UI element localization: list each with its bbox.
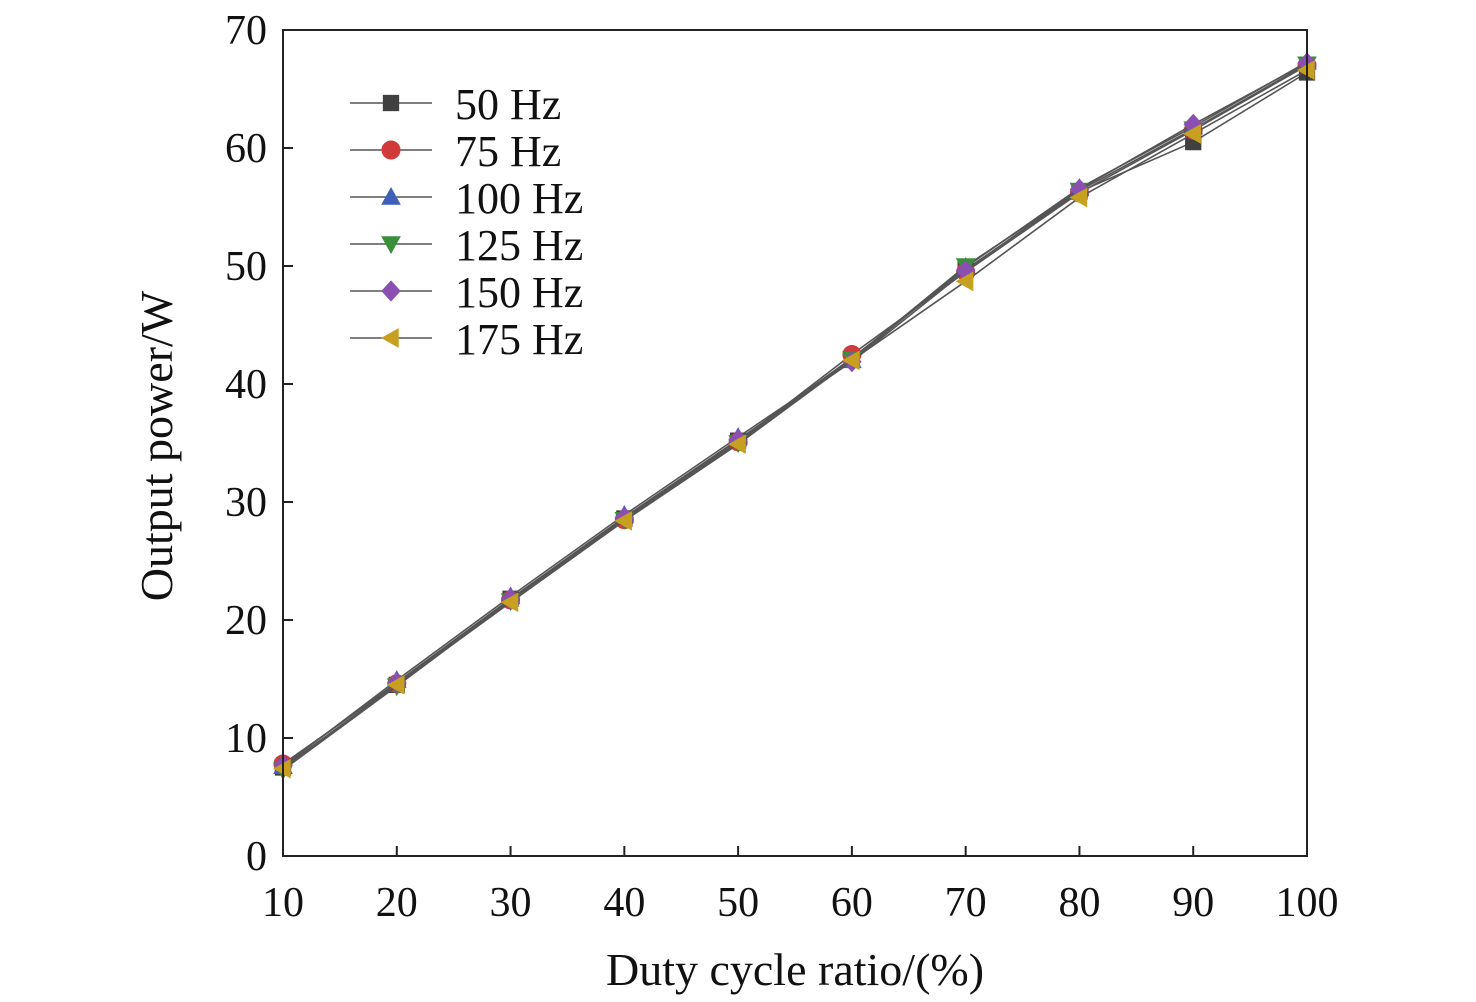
y-tick-label: 40 [225, 362, 267, 408]
series-50-hz [274, 64, 1316, 776]
x-tick-label: 30 [490, 880, 532, 926]
series-line [282, 63, 1308, 771]
x-axis-title: Duty cycle ratio/(%) [606, 944, 984, 995]
series-line [282, 61, 1308, 767]
legend-label: 125 Hz [455, 221, 583, 270]
legend-marker [381, 140, 401, 160]
data-point [728, 434, 746, 455]
legend-entry: 125 Hz [350, 221, 583, 270]
series-layer [272, 51, 1317, 780]
y-tick-label: 10 [225, 716, 267, 762]
x-tick-label: 100 [1276, 880, 1339, 926]
x-tick-label: 80 [1058, 880, 1100, 926]
legend-marker [381, 236, 401, 255]
legend-label: 175 Hz [455, 315, 583, 364]
y-tick-label: 60 [225, 126, 267, 172]
data-point [1183, 123, 1201, 144]
data-point [841, 350, 860, 371]
y-tick-label: 50 [225, 244, 267, 290]
legend-label: 100 Hz [455, 174, 583, 223]
y-axis-title: Output power/W [131, 290, 182, 601]
legend-entry: 100 Hz [350, 174, 583, 223]
data-point [1069, 187, 1088, 208]
legend-marker [382, 94, 400, 112]
legend-entry: 150 Hz [350, 268, 583, 317]
x-tick-label: 70 [945, 880, 987, 926]
x-tick-label: 20 [376, 880, 418, 926]
series-line [282, 62, 1308, 766]
y-tick-label: 30 [225, 480, 267, 526]
y-tick-label: 70 [225, 8, 267, 54]
series-75-hz [273, 55, 1317, 774]
series-line [282, 69, 1308, 770]
plot-frame [282, 29, 1308, 857]
x-tick-label: 60 [831, 880, 873, 926]
legend-entry: 50 Hz [350, 80, 561, 129]
legend-label: 150 Hz [455, 268, 583, 317]
series-175-hz [272, 60, 1315, 779]
series-150-hz [273, 52, 1317, 776]
x-tick-label: 50 [717, 880, 759, 926]
data-point [386, 675, 405, 695]
data-point [614, 511, 633, 531]
data-point [955, 271, 974, 292]
legend-label: 75 Hz [455, 127, 561, 176]
series-125-hz [273, 56, 1317, 780]
y-tick-label: 0 [246, 834, 267, 880]
legend-marker [381, 186, 401, 205]
series-line [282, 71, 1308, 769]
x-tick-label: 40 [603, 880, 645, 926]
legend-entry: 75 Hz [350, 127, 561, 176]
data-point [500, 592, 519, 613]
series-100-hz [273, 51, 1317, 775]
legend-marker [380, 328, 399, 348]
legend-label: 50 Hz [455, 80, 561, 129]
series-line [282, 64, 1308, 765]
legend-entry: 175 Hz [350, 315, 583, 364]
x-tick-label: 10 [262, 880, 304, 926]
y-tick-label: 20 [225, 598, 267, 644]
legend-marker [381, 280, 401, 302]
x-tick-label: 90 [1172, 880, 1214, 926]
